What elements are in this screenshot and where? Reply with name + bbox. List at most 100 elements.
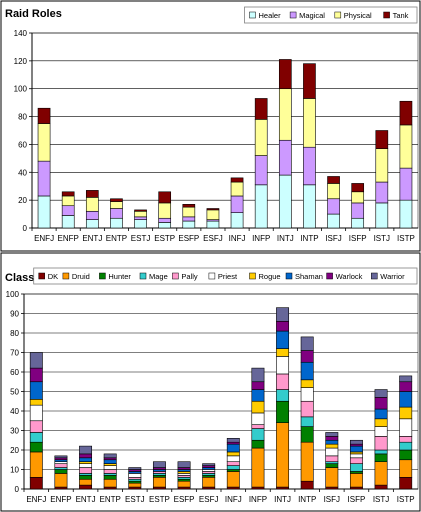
x-tick-label: ESFJ <box>203 234 223 243</box>
bar-shaman-intj <box>276 330 290 349</box>
bar-hunter-isfj <box>325 463 339 468</box>
bar-tank-infj <box>230 177 244 183</box>
bar-druid-estj <box>128 482 142 488</box>
x-tick-label: ISFP <box>348 495 366 504</box>
bar-pally-infp <box>251 424 265 429</box>
x-tick-label: ENTP <box>100 495 121 504</box>
bar-physical-isfj <box>327 183 340 200</box>
bar-hunter-enfp <box>54 469 68 474</box>
bar-healer-infp <box>254 184 268 229</box>
bar-pally-istp <box>399 436 413 443</box>
bar-tank-istp <box>399 100 413 126</box>
bar-healer-isfj <box>327 213 340 229</box>
bar-shaman-istp <box>399 391 413 408</box>
bar-rogue-intp <box>300 379 314 388</box>
bar-priest-entj <box>79 463 93 468</box>
x-tick-label: ENTJ <box>82 234 102 243</box>
bar-warrior-estp <box>152 461 166 468</box>
bar-mage-infp <box>251 428 265 441</box>
bar-warrior-istp <box>399 375 413 383</box>
y-tick-label: 0 <box>15 485 20 494</box>
y-tick-label: 40 <box>10 407 19 416</box>
x-tick-label: ESTJ <box>125 495 145 504</box>
bar-tank-intp <box>303 63 316 99</box>
bar-physical-isfp <box>351 191 365 204</box>
bar-magical-entj <box>85 210 99 220</box>
y-tick-label: 40 <box>18 168 27 177</box>
bar-physical-infp <box>254 119 268 156</box>
chart-title: Raid Roles <box>5 8 62 20</box>
x-tick-label: INTJ <box>277 234 294 243</box>
legend-swatch-tank <box>383 11 390 19</box>
y-tick-label: 120 <box>14 57 28 66</box>
legend-label-magical: Magical <box>299 11 325 20</box>
bar-rogue-istj <box>374 418 388 427</box>
legend-swatch-shaman <box>285 272 293 280</box>
legend-label-druid: Druid <box>72 272 90 281</box>
chart-title: Class <box>5 272 34 284</box>
bar-druid-intj <box>276 422 290 488</box>
bar-magical-infp <box>254 155 268 186</box>
bar-warrior-isfp <box>349 439 363 445</box>
bar-druid-esfj <box>202 476 216 488</box>
bar-hunter-istj <box>374 453 388 462</box>
bar-healer-intj <box>278 174 292 229</box>
bar-physical-estj <box>134 210 147 218</box>
bar-healer-estp <box>158 222 172 229</box>
y-tick-label: 60 <box>18 140 27 149</box>
x-tick-label: ISTJ <box>373 495 389 504</box>
x-tick-label: ENFJ <box>34 234 54 243</box>
x-tick-label: INFP <box>249 495 267 504</box>
bar-dk-istp <box>399 476 413 490</box>
legend-swatch-druid <box>62 272 70 280</box>
y-tick-label: 100 <box>14 85 28 94</box>
y-tick-label: 20 <box>10 446 19 455</box>
bar-tank-esfj <box>206 208 220 211</box>
bar-hunter-enfj <box>29 441 43 453</box>
bar-tank-infp <box>254 98 268 120</box>
legend-label-mage: Mage <box>149 272 168 281</box>
bar-healer-esfj <box>206 220 220 229</box>
bar-mage-intj <box>276 389 290 402</box>
y-tick-label: 0 <box>23 224 28 233</box>
bar-priest-intj <box>276 356 290 375</box>
bar-warlock-enfj <box>29 367 43 383</box>
chart-1: Raid Roles 0 20 40 60 80 100 120 140 ENFJ ENFP ENTJ… <box>0 0 421 252</box>
y-tick-label: 20 <box>18 196 27 205</box>
bar-priest-isfj <box>325 447 339 457</box>
legend-box <box>33 267 418 285</box>
bar-magical-enfp <box>61 205 75 216</box>
y-tick-label: 70 <box>10 349 19 358</box>
legend-label-shaman: Shaman <box>295 272 323 281</box>
bar-pally-isfp <box>349 457 363 464</box>
x-tick-label: INTP <box>300 234 318 243</box>
bar-priest-enfj <box>29 404 43 422</box>
bar-tank-entj <box>85 190 99 198</box>
bar-warlock-isfj <box>325 436 339 441</box>
y-tick-label: 80 <box>10 329 19 338</box>
bar-druid-enfp <box>54 473 68 488</box>
legend-label-dk: DK <box>48 272 58 281</box>
legend-swatch-warrior <box>371 272 378 280</box>
bar-magical-estp <box>158 217 172 223</box>
bar-magical-estj <box>134 216 147 220</box>
x-tick-label: INTP <box>298 495 316 504</box>
bar-physical-esfp <box>182 206 196 218</box>
bar-mage-infj <box>226 465 240 470</box>
bar-hunter-intj <box>276 400 290 424</box>
bar-magical-infj <box>230 195 244 213</box>
bar-pally-isfj <box>325 455 339 463</box>
bar-pally-entp <box>103 469 117 474</box>
bar-priest-estj <box>128 473 142 478</box>
bar-healer-istj <box>375 202 389 229</box>
bar-tank-estp <box>158 191 172 204</box>
x-tick-label: ENTP <box>106 234 127 243</box>
legend-swatch-dk <box>38 272 45 280</box>
bar-physical-entj <box>85 197 99 212</box>
bar-dk-entj <box>79 484 93 490</box>
bar-warrior-entj <box>79 445 93 455</box>
bar-druid-isfj <box>325 467 339 488</box>
bar-priest-entp <box>103 465 117 470</box>
y-tick-label: 10 <box>10 466 19 475</box>
bar-druid-estp <box>152 476 166 488</box>
